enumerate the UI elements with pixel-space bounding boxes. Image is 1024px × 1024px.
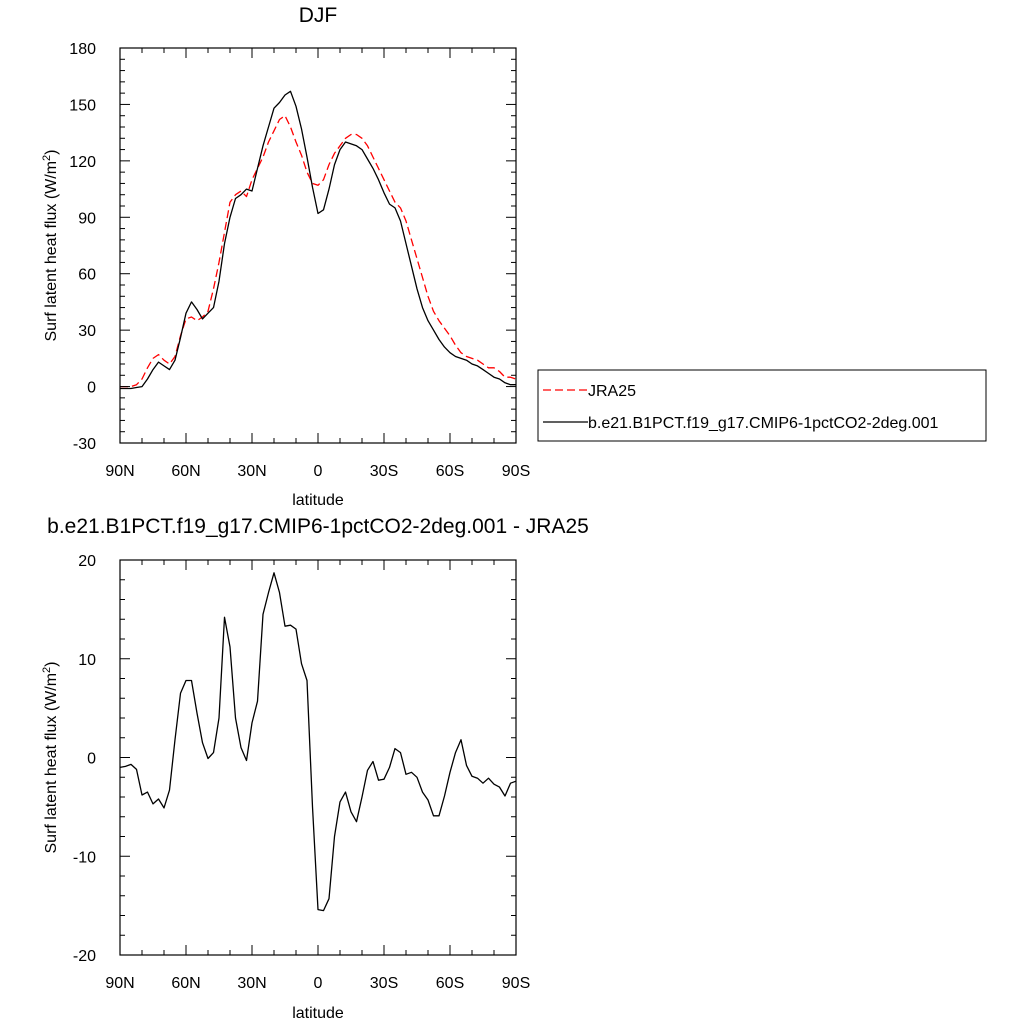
legend-box — [537, 369, 987, 442]
y-tick-label: 60 — [78, 267, 96, 284]
x-tick-label: 60S — [436, 463, 464, 480]
y-tick-label: 0 — [87, 751, 96, 768]
y-tick-label: 0 — [87, 380, 96, 397]
x-axis-label: latitude — [292, 492, 344, 509]
y-tick-label: 30 — [78, 323, 96, 340]
y-axis-label: Surf latent heat flux (W/m2) — [41, 150, 60, 342]
y-tick-label: -20 — [73, 948, 96, 965]
series-line-2 — [120, 90, 516, 390]
series-line-1 — [119, 572, 517, 912]
plot-frame — [119, 559, 517, 956]
series-line-1 — [120, 115, 517, 388]
x-tick-label: 30S — [370, 463, 398, 480]
y-tick-label: 120 — [69, 154, 96, 171]
legend: JRA25 b.e21.B1PCT.f19_g17.CMIP6-1pctCO2-2… — [537, 369, 987, 442]
chart-title: b.e21.B1PCT.f19_g17.CMIP6-1pctCO2-2deg.0… — [47, 515, 589, 538]
x-tick-label: 60S — [436, 975, 464, 992]
x-tick-label: 60N — [171, 463, 200, 480]
plot-frame — [119, 47, 517, 444]
legend-entry-2: b.e21.B1PCT.f19_g17.CMIP6-1pctCO2-2deg.0… — [588, 415, 939, 432]
y-tick-label: 90 — [78, 210, 96, 227]
x-tick-label: 30N — [237, 463, 266, 480]
panel-2: b.e21.B1PCT.f19_g17.CMIP6-1pctCO2-2deg.0… — [41, 515, 589, 1022]
x-tick-label: 0 — [314, 975, 323, 992]
x-tick-label: 90N — [105, 975, 134, 992]
legend-entry-1: JRA25 — [588, 383, 636, 400]
y-axis-label: Surf latent heat flux (W/m2) — [41, 662, 60, 854]
x-tick-label: 30N — [237, 975, 266, 992]
x-axis-label: latitude — [292, 1005, 344, 1022]
y-tick-label: 150 — [69, 97, 96, 114]
x-tick-label: 90N — [105, 463, 134, 480]
y-tick-label: -10 — [73, 849, 96, 866]
x-tick-label: 0 — [314, 463, 323, 480]
y-tick-label: -30 — [73, 436, 96, 453]
x-tick-label: 90S — [502, 975, 530, 992]
x-tick-label: 30S — [370, 975, 398, 992]
x-tick-label: 90S — [502, 463, 530, 480]
panel-1: DJF 90N 60N 30N 0 30S 60S 90S 180 150 120 90 60 30 0 -3… — [41, 4, 987, 509]
y-tick-label: 180 — [69, 41, 96, 58]
y-tick-label: 10 — [78, 652, 96, 669]
x-tick-label: 60N — [171, 975, 200, 992]
y-tick-label: 20 — [78, 553, 96, 570]
chart-title: DJF — [299, 4, 338, 27]
